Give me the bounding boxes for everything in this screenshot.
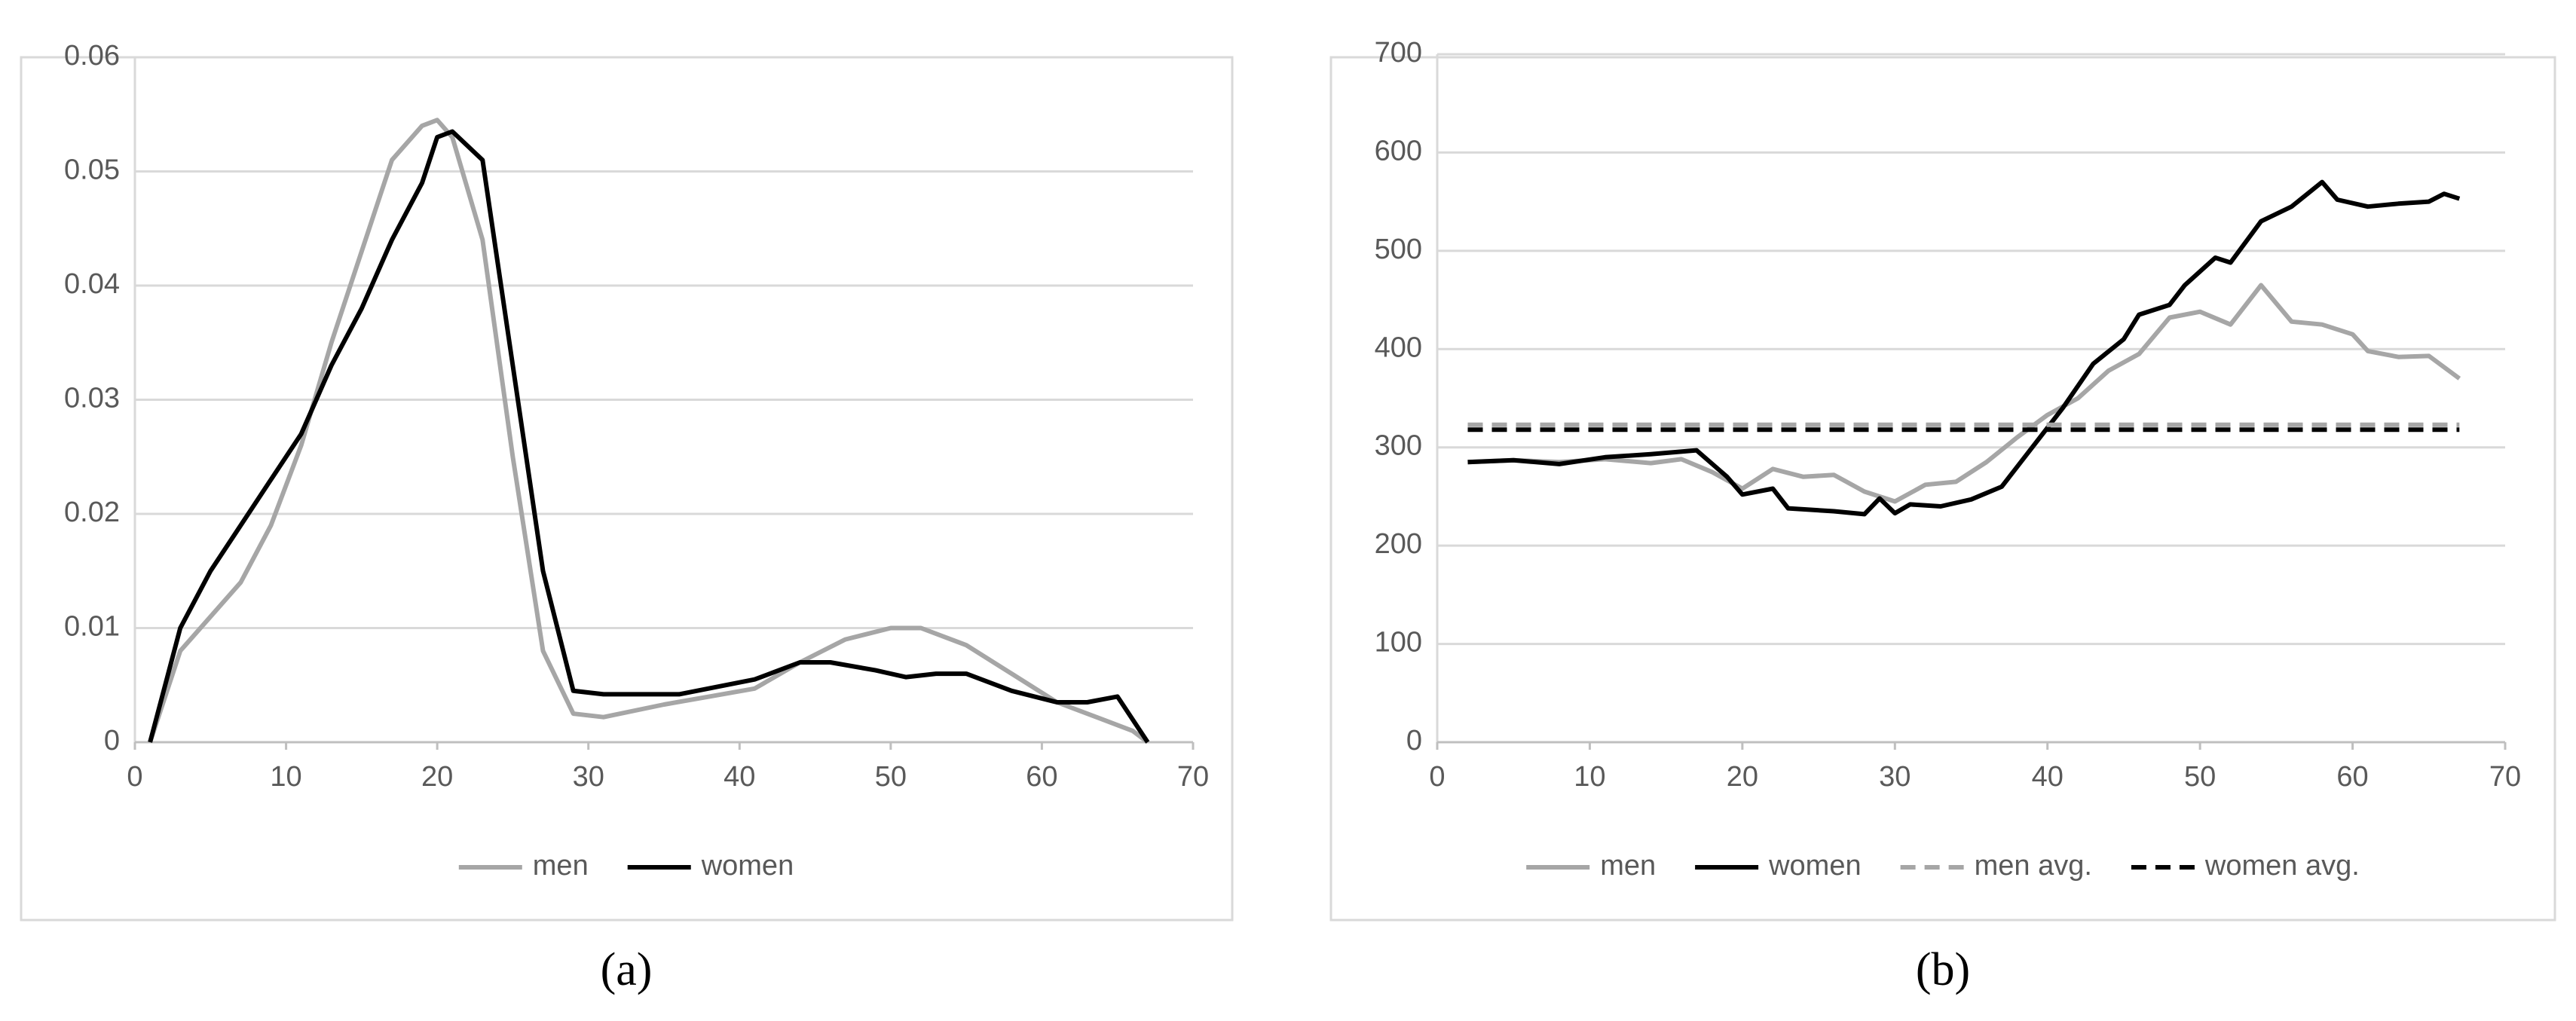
x-tick-label: 0 — [1429, 761, 1445, 793]
x-tick-label: 70 — [1177, 761, 1209, 793]
legend-label: women — [701, 850, 794, 882]
y-tick-label: 600 — [1375, 135, 1422, 167]
x-tick-label: 50 — [875, 761, 907, 793]
y-tick-label: 700 — [1375, 37, 1422, 69]
y-tick-label: 400 — [1375, 332, 1422, 363]
y-tick-label: 0.04 — [64, 268, 120, 300]
x-tick-label: 40 — [724, 761, 755, 793]
y-tick-label: 100 — [1375, 627, 1422, 659]
y-tick-label: 0 — [1406, 725, 1422, 757]
legend-label: men avg. — [1975, 850, 2092, 882]
legend-label: men — [1600, 850, 1656, 882]
panel-frame — [1329, 56, 2556, 922]
y-tick-label: 300 — [1375, 430, 1422, 462]
x-tick-label: 0 — [127, 761, 142, 793]
legend-label: men — [533, 850, 589, 882]
x-tick-label: 40 — [2032, 761, 2064, 793]
series-line — [148, 118, 1149, 744]
y-tick-label: 0.03 — [64, 383, 120, 414]
x-tick-label: 30 — [1879, 761, 1911, 793]
x-tick-label: 20 — [421, 761, 453, 793]
panel-label: (a) — [601, 944, 653, 995]
legend-label: women avg. — [2204, 850, 2360, 882]
series-line — [1467, 283, 2461, 504]
y-tick-label: 0.06 — [64, 40, 120, 72]
x-tick-label: 60 — [2336, 761, 2368, 793]
panel-label: (b) — [1916, 944, 1970, 995]
y-tick-label: 500 — [1375, 234, 1422, 265]
y-tick-label: 0.01 — [64, 611, 120, 643]
x-tick-label: 70 — [2489, 761, 2521, 793]
legend-label: women — [1768, 850, 1862, 882]
y-tick-label: 200 — [1375, 528, 1422, 560]
x-tick-label: 60 — [1026, 761, 1057, 793]
x-tick-label: 20 — [1727, 761, 1758, 793]
x-tick-label: 30 — [573, 761, 604, 793]
series-line — [148, 129, 1150, 744]
x-tick-label: 10 — [270, 761, 301, 793]
series-line — [1467, 179, 2461, 517]
y-tick-label: 0.02 — [64, 497, 120, 528]
y-tick-label: 0.05 — [64, 154, 120, 186]
y-tick-label: 0 — [104, 725, 120, 757]
x-tick-label: 10 — [1574, 761, 1605, 793]
x-tick-label: 50 — [2184, 761, 2216, 793]
